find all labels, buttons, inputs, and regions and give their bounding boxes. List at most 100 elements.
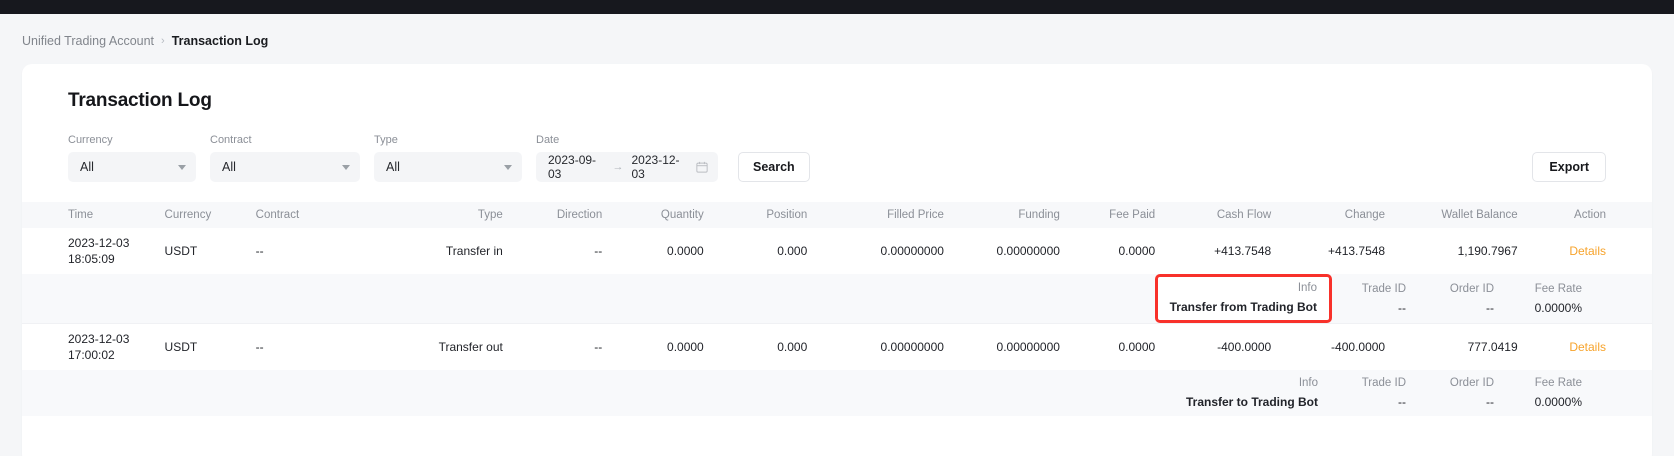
chevron-down-icon — [504, 164, 512, 170]
detail-order-id-value: -- — [1486, 300, 1494, 315]
header-filled-price: Filled Price — [817, 202, 954, 228]
cell-position: 0.000 — [713, 323, 818, 370]
cell-type: Transfer in — [445, 244, 503, 258]
cell-time: 2023-12-03 18:05:09 — [22, 228, 155, 274]
cell-fee-paid: 0.0000 — [1069, 323, 1166, 370]
cell-cash-flow: -400.0000 — [1165, 323, 1282, 370]
detail-row: Info Transfer to Trading Bot Trade ID --… — [22, 369, 1652, 416]
detail-info-label: Info — [1298, 376, 1318, 389]
header-position: Position — [713, 202, 818, 228]
arrow-right-icon: → — [612, 161, 624, 173]
search-button[interactable]: Search — [738, 152, 810, 182]
filter-bar: Currency All Contract All Type All Date … — [22, 112, 1652, 182]
details-link[interactable]: Details — [1569, 244, 1606, 258]
cell-funding: 0.00000000 — [996, 244, 1060, 258]
detail-info: Info Transfer to Trading Bot — [1172, 371, 1332, 415]
detail-fee-rate: Fee Rate 0.0000% — [1508, 277, 1596, 321]
cell-change: -400.0000 — [1281, 323, 1396, 370]
detail-order-id-value: -- — [1486, 394, 1494, 409]
header-currency: Currency — [154, 202, 246, 228]
table-header-row: Time Currency Contract Type Direction Qu… — [22, 202, 1652, 228]
chevron-down-icon — [178, 164, 186, 170]
header-fee-paid: Fee Paid — [1069, 202, 1166, 228]
cell-quantity: 0.0000 — [667, 244, 704, 258]
header-change: Change — [1281, 202, 1396, 228]
date-end-value[interactable]: 2023-12-03 — [631, 153, 680, 181]
transaction-log-card: Transaction Log Currency All Contract Al… — [22, 64, 1652, 456]
cell-direction: -- — [594, 244, 603, 258]
table-row: 2023-12-03 17:00:02 USDT -- Transfer out… — [22, 323, 1652, 370]
type-select-value: All — [386, 160, 400, 174]
header-direction: Direction — [512, 202, 613, 228]
top-nav-bar — [0, 0, 1674, 14]
cell-clock: 17:00:02 — [68, 347, 115, 362]
cell-clock: 18:05:09 — [68, 252, 115, 266]
cell-currency: USDT — [154, 323, 246, 370]
detail-trade-id-value: -- — [1398, 300, 1406, 315]
detail-trade-id: Trade ID -- — [1332, 371, 1420, 415]
detail-fee-rate: Fee Rate 0.0000% — [1508, 371, 1596, 415]
calendar-icon[interactable] — [696, 161, 708, 173]
chevron-right-icon: › — [161, 35, 165, 47]
cell-type: Transfer out — [357, 323, 513, 370]
contract-select[interactable]: All — [210, 152, 360, 182]
cell-direction: -- — [512, 323, 613, 370]
cell-funding: 0.00000000 — [953, 323, 1070, 370]
cell-filled-price: 0.00000000 — [817, 323, 954, 370]
type-select[interactable]: All — [374, 152, 522, 182]
currency-select-value: All — [80, 160, 94, 174]
cell-contract: -- — [255, 244, 264, 258]
detail-order-id-label: Order ID — [1449, 376, 1494, 389]
detail-info-label: Info — [1297, 282, 1317, 294]
cell-date: 2023-12-03 — [68, 235, 130, 250]
header-funding: Funding — [953, 202, 1070, 228]
detail-info-value: Transfer to Trading Bot — [1185, 394, 1318, 409]
chevron-down-icon — [342, 164, 350, 170]
cell-date: 2023-12-03 — [68, 331, 130, 346]
detail-order-id-label: Order ID — [1449, 282, 1494, 295]
header-wallet-balance: Wallet Balance — [1395, 202, 1528, 228]
detail-info-value: Transfer from Trading Bot — [1169, 300, 1317, 314]
header-contract: Contract — [245, 202, 358, 228]
cell-wallet-balance: 777.0419 — [1395, 323, 1528, 370]
cell-contract: -- — [245, 323, 358, 370]
cell-quantity: 0.0000 — [612, 323, 714, 370]
cell-cash-flow: +413.7548 — [1214, 244, 1272, 258]
detail-order-id: Order ID -- — [1420, 277, 1508, 321]
cell-time: 2023-12-03 17:00:02 — [22, 323, 155, 370]
page-title: Transaction Log — [68, 90, 212, 111]
contract-select-value: All — [222, 160, 236, 174]
header-quantity: Quantity — [612, 202, 714, 228]
header-action: Action — [1527, 202, 1652, 228]
breadcrumb: Unified Trading Account › Transaction Lo… — [0, 14, 1674, 48]
cell-filled-price: 0.00000000 — [880, 244, 944, 258]
header-time: Time — [22, 202, 155, 228]
date-range-input[interactable]: 2023-09-03 → 2023-12-03 — [536, 152, 718, 182]
date-filter-label: Date — [536, 134, 560, 146]
detail-fee-rate-label: Fee Rate — [1534, 376, 1582, 389]
currency-select[interactable]: All — [68, 152, 196, 182]
cell-change: +413.7548 — [1328, 244, 1386, 258]
export-button[interactable]: Export — [1532, 152, 1606, 182]
detail-trade-id-label: Trade ID — [1361, 376, 1406, 389]
detail-trade-id-value: -- — [1398, 394, 1406, 409]
date-filter: Date 2023-09-03 → 2023-12-03 — [536, 134, 718, 182]
cell-fee-paid: 0.0000 — [1118, 244, 1156, 258]
header-type: Type — [357, 202, 513, 228]
transaction-table: Time Currency Contract Type Direction Qu… — [22, 202, 1652, 416]
detail-fee-rate-label: Fee Rate — [1534, 282, 1582, 295]
date-start-value[interactable]: 2023-09-03 — [548, 153, 597, 181]
currency-filter-label: Currency — [68, 134, 113, 146]
details-link[interactable]: Details — [1569, 339, 1606, 354]
currency-filter: Currency All — [68, 134, 196, 182]
detail-fee-rate-value: 0.0000% — [1534, 394, 1582, 409]
contract-filter-label: Contract — [210, 134, 252, 146]
type-filter-label: Type — [374, 134, 398, 146]
detail-trade-id-label: Trade ID — [1361, 282, 1406, 295]
breadcrumb-parent[interactable]: Unified Trading Account — [22, 34, 155, 48]
detail-fee-rate-value: 0.0000% — [1534, 300, 1582, 315]
cell-wallet-balance: 1,190.7967 — [1457, 244, 1518, 258]
breadcrumb-current: Transaction Log — [171, 34, 269, 48]
contract-filter: Contract All — [210, 134, 360, 182]
detail-row: Info Transfer from Trading Bot Trade ID … — [22, 274, 1652, 324]
